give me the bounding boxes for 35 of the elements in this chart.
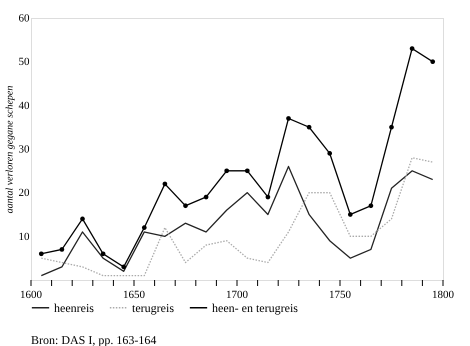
point (204, 194, 208, 200)
legend-label: terugreis (132, 300, 174, 315)
x-tick-label: 1800 (432, 289, 454, 301)
x-tick-label: 1750 (329, 289, 352, 301)
point (100, 251, 106, 256)
point (368, 203, 374, 208)
point (38, 251, 44, 256)
y-tick-label: 30 (18, 144, 30, 156)
point (121, 264, 126, 270)
point (306, 124, 312, 130)
y-tick-label: 60 (18, 12, 30, 24)
legend-label: heen- en terugreis (212, 300, 298, 315)
point (348, 212, 353, 217)
x-tick-label: 1650 (123, 289, 146, 301)
y-tick-label: 20 (18, 187, 30, 200)
x-tick-label: 1600 (20, 289, 42, 301)
x-tick-label: 1700 (226, 289, 248, 301)
point (183, 203, 188, 208)
y-tick-label: 10 (18, 230, 30, 243)
point (60, 247, 64, 252)
point (244, 168, 250, 174)
point (142, 225, 147, 230)
point (410, 46, 414, 51)
point (266, 194, 270, 200)
point (162, 182, 168, 186)
point (327, 151, 332, 156)
point (80, 216, 85, 222)
y-tick-label: 50 (18, 56, 30, 68)
legend-label: heenreis (54, 300, 94, 315)
point (286, 116, 291, 121)
point (389, 124, 394, 130)
y-axis-title: aantal verloren gegane schepen (4, 86, 16, 214)
y-tick-label: 40 (18, 100, 30, 112)
point (224, 168, 230, 174)
point (430, 59, 436, 64)
